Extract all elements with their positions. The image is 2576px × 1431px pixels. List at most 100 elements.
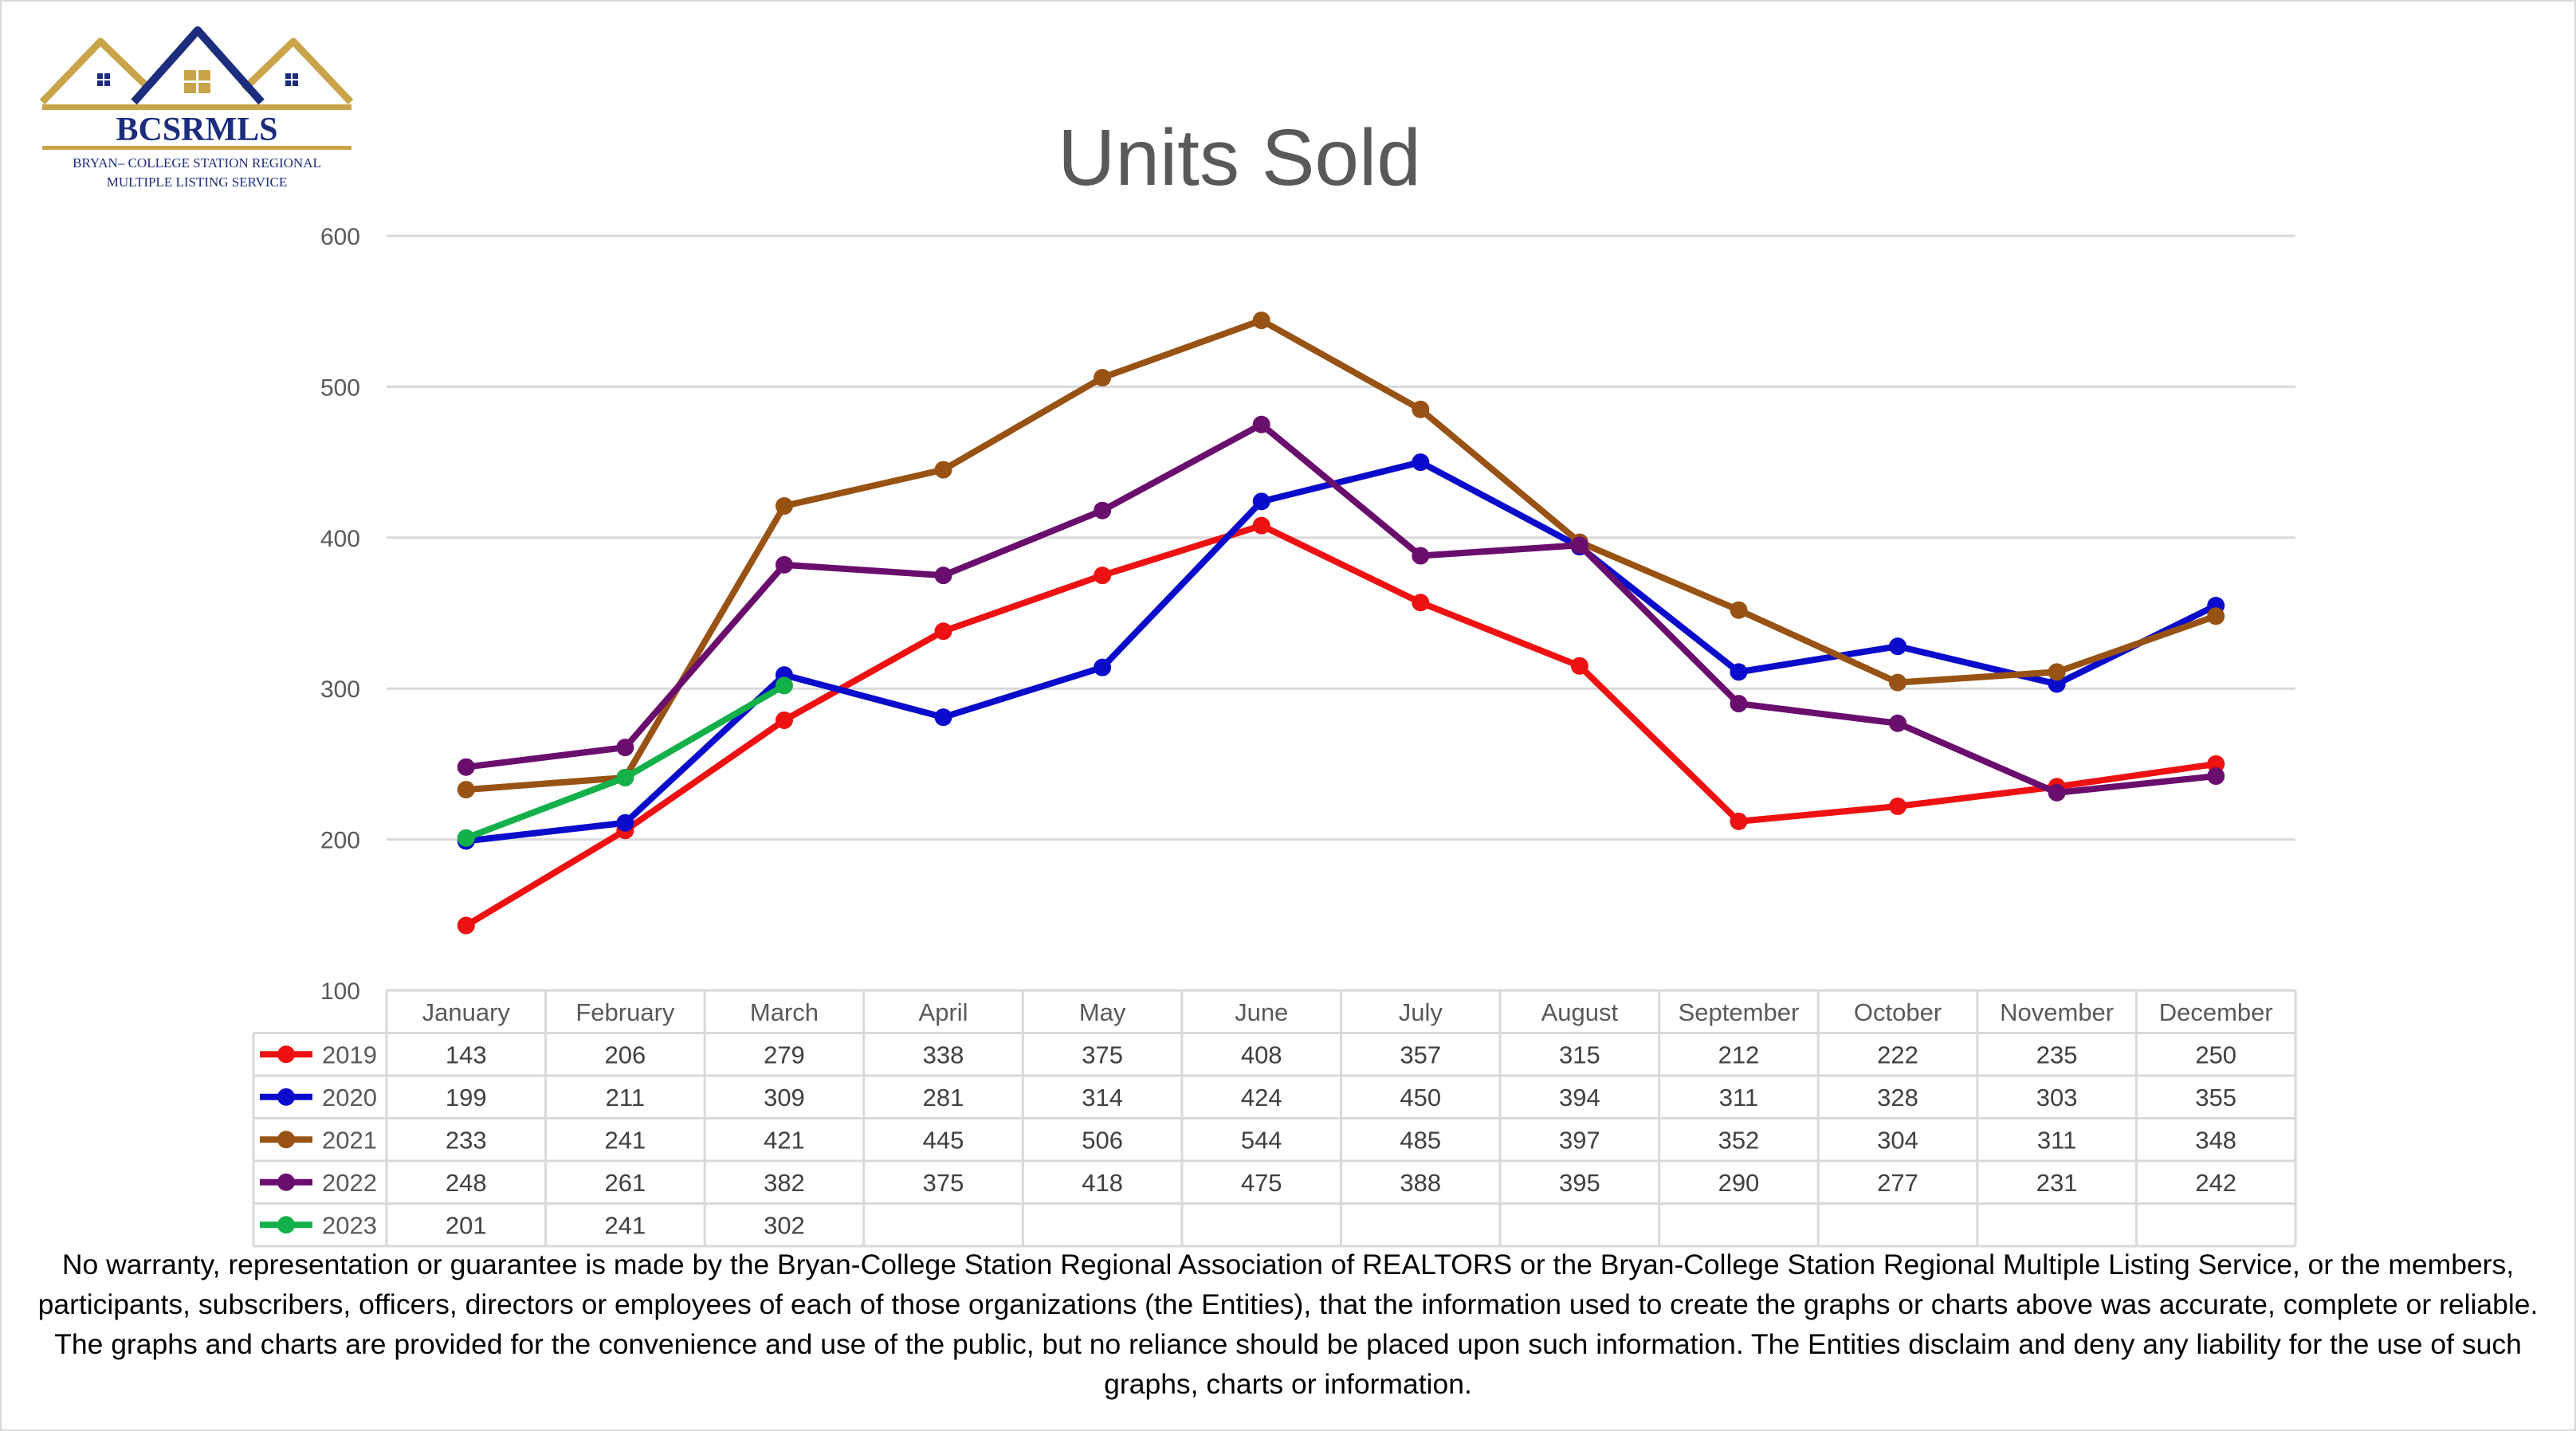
data-point-2022 [616, 739, 634, 757]
data-point-2019 [1094, 567, 1112, 585]
data-point-2020 [1094, 658, 1112, 676]
table-cell-value: 397 [1559, 1126, 1600, 1154]
data-point-2023 [775, 676, 793, 695]
y-tick-label: 100 [320, 978, 360, 1005]
table-cell-value: 382 [764, 1169, 805, 1197]
data-point-2022 [2048, 783, 2066, 802]
x-category-label: June [1235, 998, 1288, 1026]
table-cell-value: 143 [446, 1041, 487, 1068]
data-point-2022 [457, 758, 475, 776]
table-cell-value: 311 [1719, 1084, 1758, 1111]
data-point-2023 [457, 829, 475, 847]
data-point-2020 [1252, 492, 1270, 511]
logo-subtitle-line-1: BRYAN– COLLEGE STATION REGIONAL [73, 155, 321, 171]
table-cell-value: 212 [1718, 1041, 1760, 1068]
x-category-label: March [750, 998, 819, 1026]
legend-series-label: 2023 [322, 1211, 377, 1239]
legend-key-marker [277, 1173, 295, 1191]
series-lines [457, 312, 2225, 935]
data-point-2019 [2207, 755, 2225, 773]
table-cell-value: 211 [606, 1084, 645, 1111]
data-point-2022 [1094, 501, 1112, 519]
data-point-2021 [457, 781, 475, 799]
table-cell-value: 485 [1400, 1126, 1441, 1154]
y-tick-label: 500 [320, 374, 360, 401]
y-tick-label: 300 [320, 676, 360, 703]
logo-name: BCSRMLS [116, 112, 277, 148]
legend-series-label: 2019 [322, 1041, 377, 1068]
data-point-2019 [934, 622, 952, 641]
table-cell-value: 281 [923, 1084, 964, 1111]
data-point-2019 [457, 916, 475, 935]
table-cell-value: 242 [2195, 1169, 2236, 1197]
data-point-2022 [1730, 695, 1748, 713]
series-line-2021 [462, 317, 2220, 794]
table-cell-value: 222 [1877, 1041, 1918, 1068]
table-cell-value: 201 [446, 1211, 487, 1239]
table-cell-value: 395 [1559, 1169, 1600, 1197]
data-point-2020 [616, 814, 634, 832]
table-cell-value: 241 [605, 1126, 646, 1154]
table-cell-value: 199 [446, 1084, 487, 1111]
data-point-2021 [775, 497, 793, 516]
x-category-label: April [919, 998, 968, 1026]
data-point-2021 [2207, 607, 2225, 625]
data-point-2021 [1094, 369, 1112, 387]
table-cell-value: 311 [2037, 1126, 2076, 1154]
data-point-2020 [1889, 637, 1907, 656]
series-line-2022 [462, 421, 2220, 796]
data-point-2022 [775, 555, 793, 574]
data-point-2022 [2207, 767, 2225, 786]
data-point-2022 [1412, 547, 1430, 565]
y-tick-label: 200 [320, 828, 360, 854]
data-point-2023 [616, 768, 634, 786]
data-point-2022 [1889, 714, 1907, 732]
table-cell-value: 248 [446, 1169, 487, 1197]
table-cell-value: 408 [1241, 1041, 1282, 1068]
legend-key-marker [277, 1088, 295, 1106]
legend-key-marker [277, 1131, 295, 1149]
x-category-label: August [1541, 998, 1619, 1026]
table-cell-value: 424 [1241, 1084, 1282, 1111]
table-cell-value: 328 [1877, 1084, 1918, 1111]
y-tick-label: 600 [320, 224, 360, 250]
data-point-2020 [934, 708, 952, 727]
table-cell-value: 231 [2036, 1169, 2078, 1197]
table-cell-value: 235 [2036, 1041, 2078, 1068]
table-cell-value: 544 [1241, 1126, 1282, 1154]
table-cell-value: 450 [1400, 1084, 1441, 1111]
legend-series-label: 2022 [322, 1169, 377, 1197]
table-cell-value: 388 [1400, 1169, 1441, 1197]
data-point-2022 [1252, 415, 1270, 433]
data-point-2021 [1730, 601, 1748, 619]
x-category-label: December [2159, 998, 2273, 1026]
legend-series-label: 2020 [322, 1084, 377, 1111]
x-category-label: July [1399, 998, 1443, 1026]
table-cell-value: 206 [605, 1041, 646, 1068]
table-cell-value: 475 [1241, 1169, 1282, 1197]
series-line-2019 [462, 522, 2220, 929]
chart-title: Units Sold [1058, 113, 1421, 202]
data-point-2021 [2048, 663, 2066, 681]
data-point-2020 [2048, 675, 2066, 693]
table-cell-value: 261 [605, 1169, 646, 1197]
table-cell-value: 348 [2195, 1126, 2236, 1154]
table-cell-value: 290 [1718, 1169, 1760, 1197]
table-cell-value: 394 [1559, 1084, 1600, 1111]
table-cell-value: 418 [1082, 1169, 1123, 1197]
data-point-2021 [934, 461, 952, 479]
x-category-label: October [1854, 998, 1942, 1026]
x-category-label: November [2000, 998, 2114, 1026]
table-cell-value: 302 [764, 1211, 805, 1239]
table-cell-value: 352 [1718, 1126, 1760, 1154]
table-cell-value: 233 [446, 1126, 487, 1154]
data-point-2022 [1570, 536, 1588, 555]
data-table: January February March April May June July Augu… [252, 989, 2297, 1248]
data-point-2019 [1412, 594, 1430, 612]
data-point-2019 [1889, 797, 1907, 815]
data-point-2021 [1889, 673, 1907, 692]
table-cell-value: 506 [1082, 1126, 1123, 1154]
table-cell-value: 309 [764, 1084, 805, 1111]
table-cell-value: 375 [1082, 1041, 1123, 1068]
data-point-2022 [934, 567, 952, 585]
